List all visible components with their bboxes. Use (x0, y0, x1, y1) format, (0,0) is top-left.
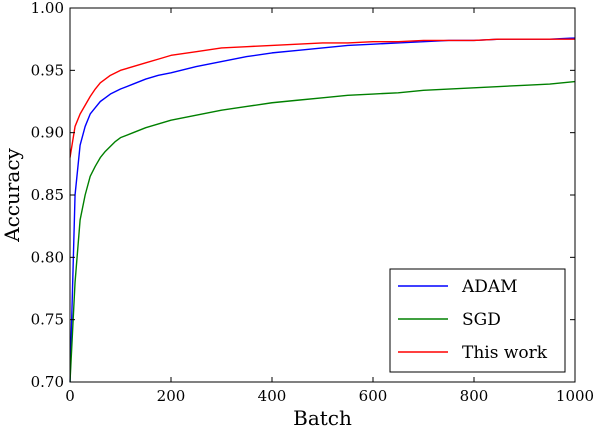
y-tick-label: 0.75 (31, 311, 64, 329)
legend-label-sgd: SGD (462, 310, 501, 330)
x-tick-label: 0 (65, 387, 75, 405)
series-line-sgd (70, 82, 575, 382)
x-tick-label: 400 (258, 387, 287, 405)
y-tick-label: 0.95 (31, 61, 64, 79)
legend: ADAM SGD This work (389, 268, 566, 373)
x-tick-label: 600 (359, 387, 388, 405)
x-tick-label: 800 (460, 387, 489, 405)
legend-label-this-work: This work (462, 343, 548, 363)
y-axis-label: Accuracy (0, 147, 24, 242)
series-layer (70, 38, 575, 382)
x-tick-label: 200 (157, 387, 186, 405)
legend-label-adam: ADAM (461, 277, 518, 297)
y-tick-label: 0.70 (31, 373, 64, 391)
ticks-layer: 0 200 400 600 800 1000 0.70 0.75 0.80 0.85 0.90 0.9… (31, 0, 595, 405)
x-tick-label: 1000 (556, 387, 594, 405)
y-tick-label: 0.90 (31, 124, 64, 142)
y-tick-label: 0.80 (31, 248, 64, 266)
x-axis-label: Batch (293, 406, 352, 428)
series-line-this-work (70, 39, 575, 157)
legend-entries: ADAM SGD This work (398, 277, 548, 363)
y-tick-label: 1.00 (31, 0, 64, 17)
y-tick-label: 0.85 (31, 186, 64, 204)
